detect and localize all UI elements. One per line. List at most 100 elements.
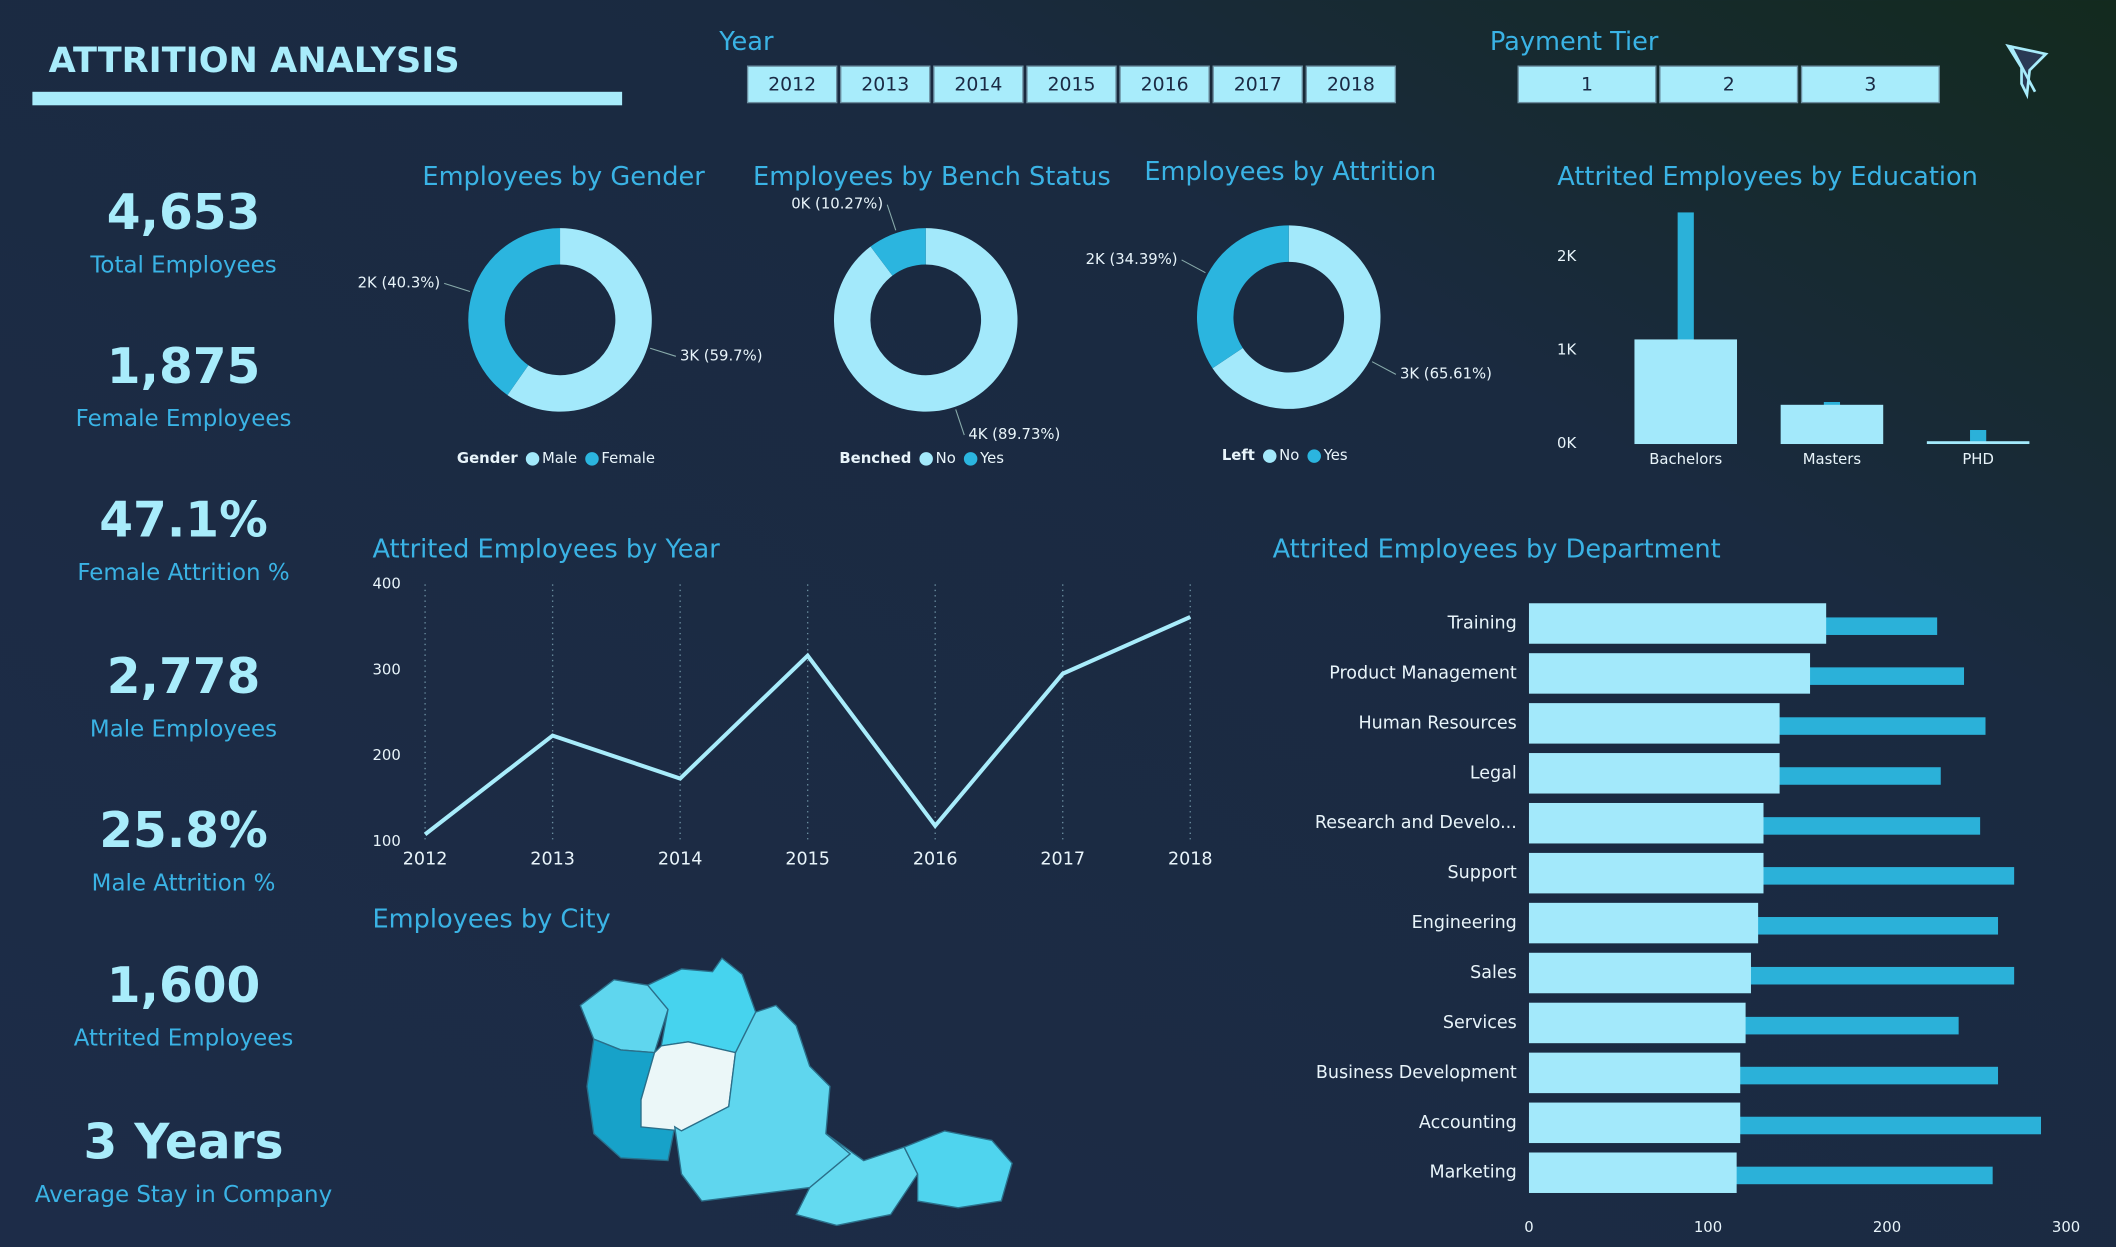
data-label: 3K (59.7%) bbox=[680, 347, 763, 364]
bar bbox=[1528, 1152, 1737, 1193]
bar bbox=[1780, 404, 1884, 445]
filter-icon[interactable] bbox=[2005, 43, 2049, 100]
map-title: Employees by City bbox=[372, 904, 610, 934]
slicer-button[interactable] bbox=[1026, 65, 1117, 104]
chart-title: Employees by Attrition bbox=[1144, 157, 1436, 187]
kpi-label: Attrited Employees bbox=[74, 1026, 294, 1052]
bar bbox=[1528, 653, 1811, 694]
y-tick-label: Sales bbox=[1470, 963, 1517, 983]
bar bbox=[1528, 952, 1751, 994]
y-tick-label: Marketing bbox=[1429, 1163, 1516, 1183]
kpi-value: 1,600 bbox=[107, 958, 261, 1014]
city-map bbox=[579, 957, 1013, 1227]
y-tick-label: 2K bbox=[1557, 248, 1577, 265]
legend-label: No bbox=[936, 450, 956, 467]
slicer-button[interactable] bbox=[933, 65, 1024, 104]
label-leader bbox=[886, 204, 897, 231]
legend-marker bbox=[1307, 449, 1321, 463]
x-tick-label: Bachelors bbox=[1649, 451, 1722, 468]
chart-title: Employees by Gender bbox=[422, 162, 705, 192]
slicer-option[interactable]: 2016 bbox=[1141, 74, 1189, 96]
slicer-option[interactable]: 2013 bbox=[861, 74, 909, 96]
slicer-option[interactable]: 2018 bbox=[1327, 74, 1375, 96]
bar bbox=[1970, 430, 1987, 445]
legend-label: Yes bbox=[979, 450, 1004, 467]
data-label: 0K (10.27%) bbox=[791, 196, 883, 213]
slicer-button[interactable] bbox=[1659, 65, 1799, 104]
legend-title: Gender bbox=[457, 450, 518, 467]
slicer-button[interactable] bbox=[1800, 65, 1940, 104]
slicer-button[interactable] bbox=[1305, 65, 1397, 104]
chart-title: Employees by Bench Status bbox=[753, 162, 1111, 192]
legend-marker bbox=[963, 452, 978, 466]
donut-slice bbox=[1196, 225, 1289, 369]
label-leader bbox=[649, 347, 677, 357]
kpi-value: 25.8% bbox=[99, 803, 268, 859]
y-tick-label: Services bbox=[1443, 1013, 1517, 1033]
bar bbox=[1528, 1052, 1741, 1094]
chart-title: Attrited Employees by Department bbox=[1273, 535, 1721, 565]
kpi-value: 1,875 bbox=[107, 339, 261, 395]
donut-slice bbox=[468, 228, 561, 396]
slicer-option[interactable]: 3 bbox=[1864, 74, 1876, 96]
x-tick-label: 200 bbox=[1873, 1219, 1901, 1236]
kpi-label: Male Employees bbox=[90, 717, 277, 743]
x-tick-label: 2018 bbox=[1168, 850, 1213, 870]
bar bbox=[1528, 1102, 1741, 1144]
slicer-option[interactable]: 2017 bbox=[1234, 74, 1282, 96]
x-tick-label: 2017 bbox=[1040, 850, 1085, 870]
bar bbox=[1634, 339, 1738, 445]
data-label: 2K (34.39%) bbox=[1086, 251, 1178, 268]
label-leader bbox=[1371, 361, 1397, 375]
kpi-label: Male Attrition % bbox=[92, 870, 276, 896]
x-tick-label: 2012 bbox=[403, 850, 448, 870]
kpi-label: Female Employees bbox=[76, 406, 292, 432]
kpi-value: 3 Years bbox=[84, 1115, 284, 1171]
data-label: 4K (89.73%) bbox=[968, 426, 1060, 443]
y-tick-label: Product Management bbox=[1329, 663, 1517, 683]
donut-slice bbox=[833, 228, 1018, 412]
y-tick-label: Training bbox=[1447, 614, 1517, 634]
bar bbox=[1926, 441, 2030, 445]
bar bbox=[1528, 802, 1764, 844]
slicer-button[interactable] bbox=[1119, 65, 1210, 104]
slicer-label: Year bbox=[718, 27, 774, 57]
slicer-option[interactable]: 2015 bbox=[1047, 74, 1095, 96]
x-tick-label: 2013 bbox=[530, 850, 575, 870]
slicer-option[interactable]: 2014 bbox=[954, 74, 1002, 96]
slicer-option[interactable]: 1 bbox=[1581, 74, 1593, 96]
donut-slice bbox=[1212, 225, 1381, 409]
slicer-button[interactable] bbox=[840, 65, 931, 104]
y-tick-label: Engineering bbox=[1412, 913, 1517, 933]
bar bbox=[1528, 603, 1827, 644]
chart-title: Attrited Employees by Year bbox=[372, 535, 720, 565]
legend-marker bbox=[919, 452, 933, 466]
slicer-button[interactable] bbox=[1517, 65, 1657, 104]
label-leader bbox=[955, 409, 965, 436]
slicer-option[interactable]: 2012 bbox=[768, 74, 816, 96]
bar bbox=[1528, 1002, 1746, 1044]
chart-title: Attrited Employees by Education bbox=[1557, 162, 1978, 192]
bar bbox=[1528, 852, 1764, 894]
label-leader bbox=[1181, 259, 1206, 274]
y-tick-label: 1K bbox=[1557, 342, 1577, 359]
y-tick-label: Research and Develo... bbox=[1315, 813, 1517, 833]
kpi-value: 47.1% bbox=[99, 493, 268, 549]
label-leader bbox=[444, 282, 471, 293]
slicer-option[interactable]: 2 bbox=[1723, 74, 1735, 96]
y-tick-label: Support bbox=[1448, 863, 1517, 883]
y-tick-label: Business Development bbox=[1316, 1063, 1517, 1083]
y-tick-label: 400 bbox=[372, 575, 400, 592]
y-tick-label: Legal bbox=[1470, 763, 1517, 783]
bar bbox=[1528, 902, 1759, 944]
x-tick-label: 2015 bbox=[785, 850, 830, 870]
slicer-button[interactable] bbox=[1212, 65, 1303, 104]
kpi-label: Average Stay in Company bbox=[35, 1182, 332, 1208]
title-underline bbox=[32, 91, 623, 106]
y-tick-label: Human Resources bbox=[1358, 713, 1516, 733]
bar bbox=[1528, 753, 1780, 794]
slicer-label: Payment Tier bbox=[1490, 27, 1659, 57]
y-tick-label: 0K bbox=[1557, 435, 1577, 452]
slicer-button[interactable] bbox=[746, 65, 838, 104]
